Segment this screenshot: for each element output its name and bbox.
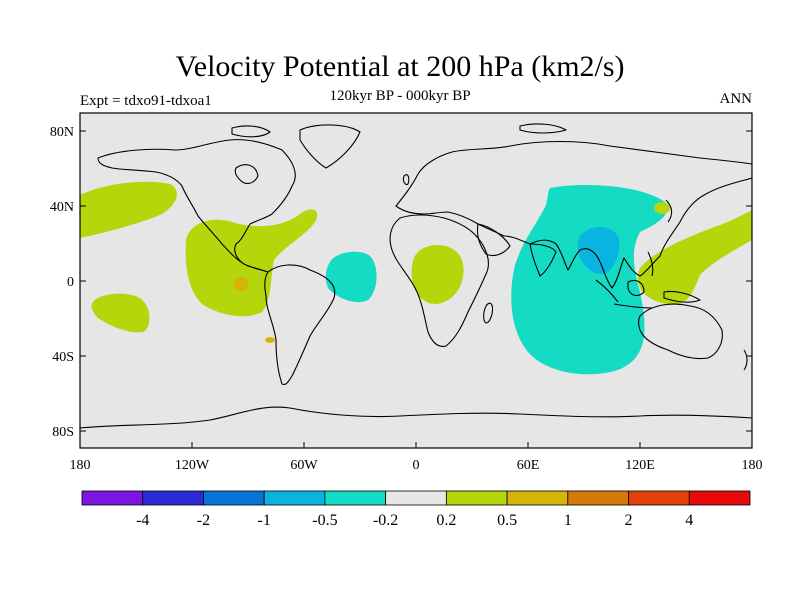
colorbar-swatch: [324, 490, 387, 506]
coast-north-america: [97, 139, 296, 273]
season-label: ANN: [719, 91, 753, 107]
colorbar-swatch: [203, 490, 265, 506]
lat-axis: 80N 40N 0 40S 80S: [50, 125, 752, 440]
plot-title: Velocity Potential at 200 hPa (km2/s): [175, 50, 625, 83]
colorbar-swatch: [506, 490, 569, 506]
colorbar-label: 0.2: [436, 512, 456, 529]
coast-africa: [389, 214, 489, 347]
coast-java: [613, 303, 653, 309]
plot-subtitle: 120kyr BP - 000kyr BP: [329, 88, 471, 104]
anomaly-fields: [80, 181, 752, 375]
colorbar-swatch: [567, 490, 629, 506]
colorbar-swatch: [688, 490, 751, 506]
lat-tick-label: 0: [67, 275, 74, 290]
colorbar-label: -0.5: [312, 512, 337, 529]
lon-tick-label: 60E: [517, 458, 540, 473]
coast-philippines: [647, 251, 654, 277]
coast-india: [529, 243, 557, 277]
colorbar-swatch: [385, 490, 447, 506]
colorbar-swatch: [81, 490, 144, 506]
lon-tick-label: 120W: [175, 458, 210, 473]
anomaly-indian-ocean: [511, 184, 668, 375]
anomaly-eastern-pacific-center: [234, 277, 248, 291]
colorbar-swatch: [445, 490, 508, 506]
colorbar-label: -2: [197, 512, 210, 529]
lon-tick-label: 0: [413, 458, 420, 473]
coast-greenland: [299, 124, 361, 169]
coast-hudson-bay: [234, 164, 259, 185]
lat-tick-label: 80S: [52, 425, 74, 440]
lon-tick-label: 180: [70, 458, 91, 473]
lon-tick-label: 180: [742, 458, 763, 473]
colorbar-label: -4: [136, 512, 149, 529]
colorbar: -4 -2 -1 -0.5 -0.2 0.2 0.5 1 2 4: [81, 490, 751, 529]
coast-sumatra: [595, 279, 619, 303]
coast-new-zealand: [743, 349, 748, 371]
colorbar-label: -1: [258, 512, 271, 529]
lat-tick-label: 40S: [52, 350, 74, 365]
anomaly-north-pacific-east: [80, 181, 177, 238]
anomaly-small-south-pacific-patch: [265, 337, 275, 343]
coastlines: [80, 123, 752, 429]
colorbar-swatch: [142, 490, 204, 506]
lat-tick-label: 80N: [50, 125, 74, 140]
lon-axis: 180 120W 60W 0 60E 120E 180: [70, 442, 763, 473]
coast-borneo: [627, 279, 645, 297]
coast-madagascar: [483, 302, 494, 324]
anomaly-eastern-tropical-pacific: [185, 209, 318, 317]
coast-british-isles: [402, 174, 410, 186]
colorbar-label: -0.2: [373, 512, 398, 529]
coast-australia: [637, 303, 723, 360]
lat-tick-label: 40N: [50, 200, 74, 215]
colorbar-swatch: [263, 490, 326, 506]
anomaly-japan-patch: [654, 202, 670, 214]
lon-tick-label: 60W: [290, 458, 318, 473]
colorbar-label: 4: [685, 512, 693, 529]
coast-arabia: [476, 223, 511, 257]
colorbar-swatch: [628, 490, 690, 506]
colorbar-label: 0.5: [497, 512, 517, 529]
coast-antarctica: [80, 406, 752, 429]
anomaly-western-pacific: [637, 210, 752, 305]
anomaly-equatorial-atlantic: [325, 251, 377, 303]
colorbar-label: 2: [625, 512, 633, 529]
colorbar-label: 1: [564, 512, 572, 529]
coast-south-america: [264, 264, 336, 386]
experiment-label: Expt = tdxo91-tdxoa1: [80, 93, 212, 109]
anomaly-southeast-asia-core: [577, 227, 620, 275]
coast-japan: [665, 199, 673, 223]
coast-arctic-islands: [231, 123, 567, 138]
anomaly-south-pacific: [91, 293, 150, 333]
coast-new-guinea: [663, 290, 701, 303]
anomaly-central-africa: [411, 244, 464, 305]
lon-tick-label: 120E: [625, 458, 655, 473]
